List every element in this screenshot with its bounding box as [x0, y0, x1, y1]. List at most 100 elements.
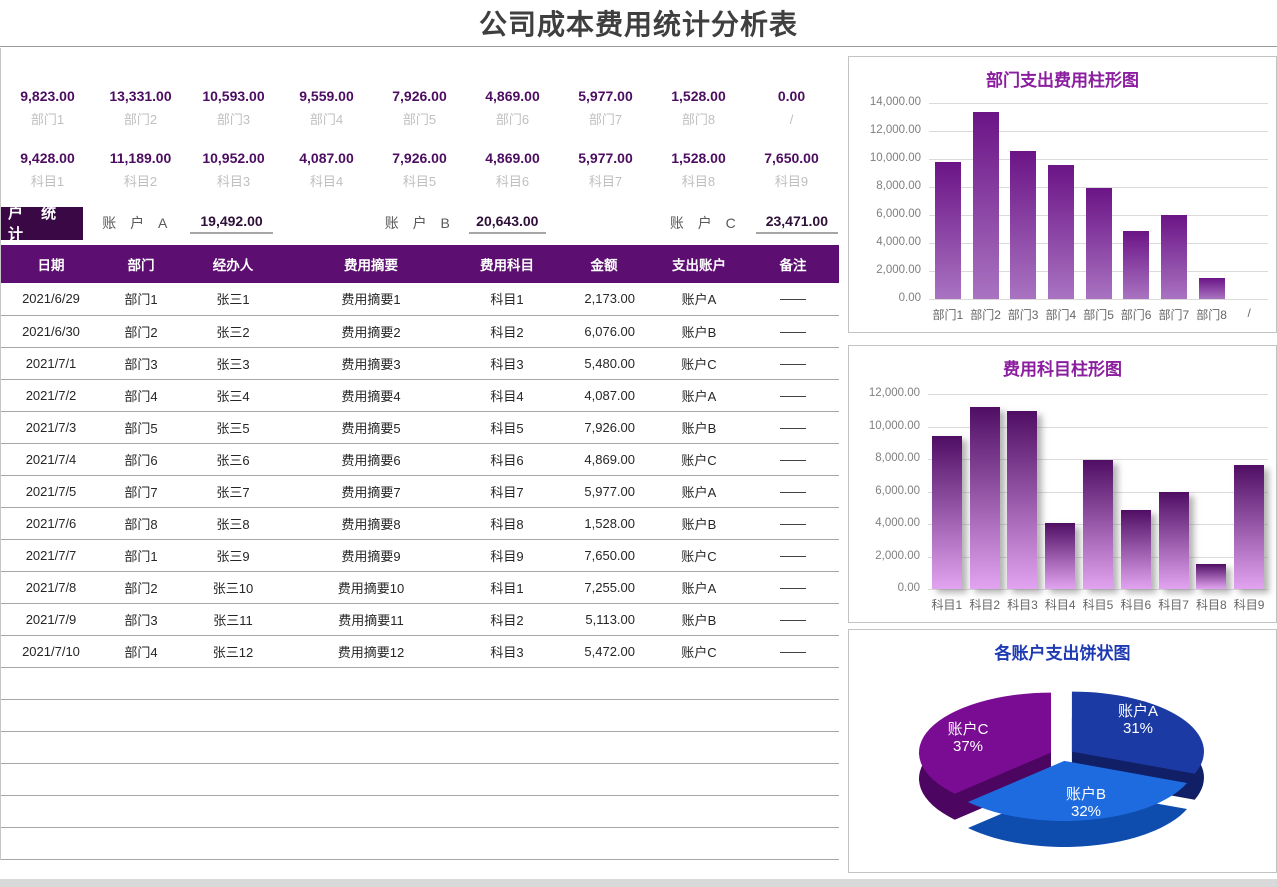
table-cell[interactable]: ——	[747, 443, 839, 476]
table-cell[interactable]: 1,528.00	[557, 507, 651, 540]
table-cell[interactable]: 5,113.00	[557, 603, 651, 636]
account-c-value[interactable]: 23,471.00	[755, 213, 839, 234]
table-cell[interactable]: 2,173.00	[557, 283, 651, 316]
empty-cell[interactable]	[1, 667, 839, 700]
table-cell[interactable]: 账户B	[651, 507, 747, 540]
table-cell[interactable]: 5,472.00	[557, 635, 651, 668]
table-cell[interactable]: 2021/7/5	[1, 475, 101, 508]
table-cell[interactable]: 费用摘要10	[285, 571, 457, 604]
table-cell[interactable]: 张三1	[181, 283, 285, 316]
table-cell[interactable]: 6,076.00	[557, 315, 651, 348]
table-cell[interactable]: 科目6	[457, 443, 557, 476]
table-cell[interactable]: 费用摘要11	[285, 603, 457, 636]
table-cell[interactable]: 2021/7/2	[1, 379, 101, 412]
table-cell[interactable]: 张三5	[181, 411, 285, 444]
table-cell[interactable]: 4,869.00	[557, 443, 651, 476]
table-cell[interactable]: 2021/7/4	[1, 443, 101, 476]
table-cell[interactable]: 账户C	[651, 347, 747, 380]
table-cell[interactable]: 5,480.00	[557, 347, 651, 380]
table-cell[interactable]: 账户B	[651, 315, 747, 348]
table-cell[interactable]: 费用摘要9	[285, 539, 457, 572]
table-cell[interactable]: 科目5	[457, 411, 557, 444]
table-cell[interactable]: 部门1	[101, 283, 181, 316]
table-cell[interactable]: 账户B	[651, 411, 747, 444]
table-cell[interactable]: 费用摘要8	[285, 507, 457, 540]
table-cell[interactable]: 4,087.00	[557, 379, 651, 412]
table-cell[interactable]: 部门3	[101, 347, 181, 380]
table-cell[interactable]: 2021/7/9	[1, 603, 101, 636]
table-cell[interactable]: 部门6	[101, 443, 181, 476]
table-cell[interactable]: ——	[747, 347, 839, 380]
table-cell[interactable]: 7,926.00	[557, 411, 651, 444]
table-cell[interactable]: 费用摘要4	[285, 379, 457, 412]
table-cell[interactable]: 账户A	[651, 475, 747, 508]
table-cell[interactable]: ——	[747, 315, 839, 348]
table-cell[interactable]: 部门7	[101, 475, 181, 508]
department-summary-card[interactable]: 13,331.00 部门2	[94, 82, 187, 136]
subject-summary-card[interactable]: 9,428.00 科目1	[1, 144, 94, 198]
table-cell[interactable]: 账户C	[651, 443, 747, 476]
table-cell[interactable]: 科目9	[457, 539, 557, 572]
table-cell[interactable]: ——	[747, 475, 839, 508]
table-cell[interactable]: 科目2	[457, 315, 557, 348]
table-cell[interactable]: 账户A	[651, 571, 747, 604]
table-cell[interactable]: ——	[747, 635, 839, 668]
table-cell[interactable]: 部门8	[101, 507, 181, 540]
department-summary-card[interactable]: 10,593.00 部门3	[187, 82, 280, 136]
table-cell[interactable]: 账户C	[651, 635, 747, 668]
table-cell[interactable]: 科目1	[457, 283, 557, 316]
table-cell[interactable]: 2021/7/3	[1, 411, 101, 444]
table-cell[interactable]: 账户C	[651, 539, 747, 572]
table-cell[interactable]: 张三10	[181, 571, 285, 604]
subject-summary-card[interactable]: 7,926.00 科目5	[373, 144, 466, 198]
table-cell[interactable]: 张三8	[181, 507, 285, 540]
table-cell[interactable]: 科目2	[457, 603, 557, 636]
table-cell[interactable]: ——	[747, 539, 839, 572]
table-cell[interactable]: 部门4	[101, 379, 181, 412]
table-cell[interactable]: 张三9	[181, 539, 285, 572]
empty-cell[interactable]	[1, 763, 839, 796]
subject-summary-card[interactable]: 4,087.00 科目4	[280, 144, 373, 198]
table-cell[interactable]: 科目4	[457, 379, 557, 412]
table-cell[interactable]: ——	[747, 283, 839, 316]
table-cell[interactable]: 部门2	[101, 571, 181, 604]
table-cell[interactable]: 2021/7/8	[1, 571, 101, 604]
subject-summary-card[interactable]: 10,952.00 科目3	[187, 144, 280, 198]
department-summary-card[interactable]: 5,977.00 部门7	[559, 82, 652, 136]
table-cell[interactable]: 费用摘要1	[285, 283, 457, 316]
department-summary-card[interactable]: 4,869.00 部门6	[466, 82, 559, 136]
table-cell[interactable]: 费用摘要3	[285, 347, 457, 380]
table-cell[interactable]: 2021/6/29	[1, 283, 101, 316]
table-cell[interactable]: 账户A	[651, 379, 747, 412]
table-cell[interactable]: 科目3	[457, 347, 557, 380]
department-summary-card[interactable]: 9,559.00 部门4	[280, 82, 373, 136]
table-cell[interactable]: 部门5	[101, 411, 181, 444]
table-cell[interactable]: 科目1	[457, 571, 557, 604]
table-cell[interactable]: 2021/7/6	[1, 507, 101, 540]
table-cell[interactable]: 2021/7/1	[1, 347, 101, 380]
table-cell[interactable]: 科目8	[457, 507, 557, 540]
table-cell[interactable]: ——	[747, 603, 839, 636]
table-cell[interactable]: 费用摘要7	[285, 475, 457, 508]
table-cell[interactable]: 2021/7/7	[1, 539, 101, 572]
table-cell[interactable]: 张三2	[181, 315, 285, 348]
table-cell[interactable]: 部门1	[101, 539, 181, 572]
empty-cell[interactable]	[1, 795, 839, 828]
table-cell[interactable]: 科目7	[457, 475, 557, 508]
subject-summary-card[interactable]: 5,977.00 科目7	[559, 144, 652, 198]
table-cell[interactable]: 部门4	[101, 635, 181, 668]
empty-cell[interactable]	[1, 731, 839, 764]
table-cell[interactable]: ——	[747, 379, 839, 412]
table-cell[interactable]: 张三11	[181, 603, 285, 636]
subject-summary-card[interactable]: 7,650.00 科目9	[745, 144, 838, 198]
table-cell[interactable]: 费用摘要6	[285, 443, 457, 476]
account-a-value[interactable]: 19,492.00	[190, 213, 273, 234]
table-cell[interactable]: 张三7	[181, 475, 285, 508]
account-b-value[interactable]: 20,643.00	[468, 213, 546, 234]
table-cell[interactable]: 7,650.00	[557, 539, 651, 572]
table-cell[interactable]: 账户A	[651, 283, 747, 316]
subject-summary-card[interactable]: 11,189.00 科目2	[94, 144, 187, 198]
table-cell[interactable]: 科目3	[457, 635, 557, 668]
table-cell[interactable]: 张三4	[181, 379, 285, 412]
table-cell[interactable]: 部门2	[101, 315, 181, 348]
